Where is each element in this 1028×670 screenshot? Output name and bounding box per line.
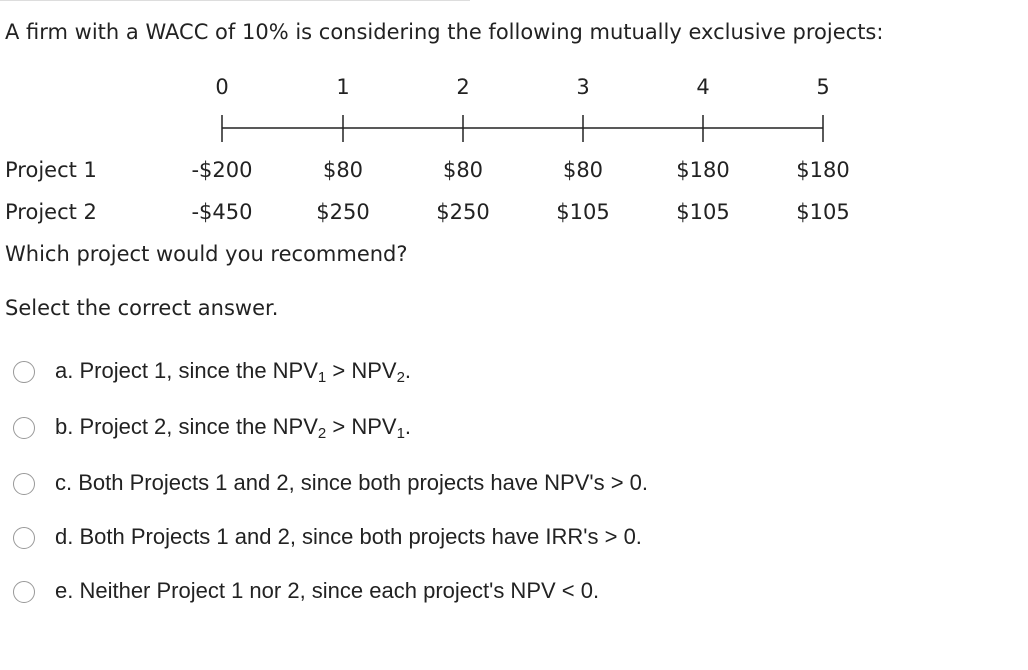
cash-flow: $180	[676, 158, 730, 182]
option-text: e. Neither Project 1 nor 2, since each p…	[55, 578, 600, 603]
option-text: b. Project 2, since the NPV	[55, 414, 318, 439]
cash-flow: $80	[562, 158, 604, 182]
period-label: 1	[336, 75, 350, 99]
option-text: .	[404, 358, 412, 383]
timeline	[221, 115, 824, 142]
subscript: 2	[396, 369, 405, 386]
cash-flow: -$450	[191, 200, 253, 224]
option-text: d. Both Projects 1 and 2, since both pro…	[55, 524, 642, 549]
subscript: 1	[317, 369, 327, 386]
cash-flow: $105	[556, 200, 610, 224]
period-label: 5	[816, 75, 830, 99]
option-text: > NPV	[326, 414, 397, 439]
answer-option[interactable]: d. Both Projects 1 and 2, since both pro…	[55, 524, 642, 550]
radio-button[interactable]	[13, 361, 35, 383]
cash-flow: $80	[442, 158, 484, 182]
cash-flow: $105	[676, 200, 730, 224]
option-text: c. Both Projects 1 and 2, since both pro…	[55, 470, 649, 495]
radio-button[interactable]	[13, 581, 35, 603]
prompt: Which project would you recommend?	[5, 242, 408, 266]
answer-option[interactable]: e. Neither Project 1 nor 2, since each p…	[55, 578, 599, 604]
subscript: 1	[396, 425, 405, 442]
cash-flow: $80	[322, 158, 364, 182]
period-label: 3	[576, 75, 590, 99]
top-border	[0, 0, 470, 1]
cash-flow: $180	[796, 158, 850, 182]
radio-button[interactable]	[13, 527, 35, 549]
radio-button[interactable]	[13, 473, 35, 495]
project-name: Project 1	[5, 158, 97, 182]
cash-flow: $250	[316, 200, 370, 224]
period-label: 2	[456, 75, 470, 99]
cash-flow: $105	[796, 200, 850, 224]
subscript: 2	[317, 425, 327, 442]
cash-flow: -$200	[191, 158, 253, 182]
option-text: > NPV	[326, 358, 397, 383]
answer-option[interactable]: a. Project 1, since the NPV1 > NPV2.	[55, 358, 411, 386]
period-label: 4	[696, 75, 710, 99]
cash-flow: $250	[436, 200, 490, 224]
option-text: .	[404, 414, 412, 439]
answer-option[interactable]: c. Both Projects 1 and 2, since both pro…	[55, 470, 648, 496]
question: A firm with a WACC of 10% is considering…	[5, 20, 884, 44]
period-label: 0	[215, 75, 229, 99]
instruction: Select the correct answer.	[5, 296, 279, 320]
answer-option[interactable]: b. Project 2, since the NPV2 > NPV1.	[55, 414, 411, 442]
option-text: a. Project 1, since the NPV	[55, 358, 318, 383]
radio-button[interactable]	[13, 417, 35, 439]
project-name: Project 2	[5, 200, 97, 224]
